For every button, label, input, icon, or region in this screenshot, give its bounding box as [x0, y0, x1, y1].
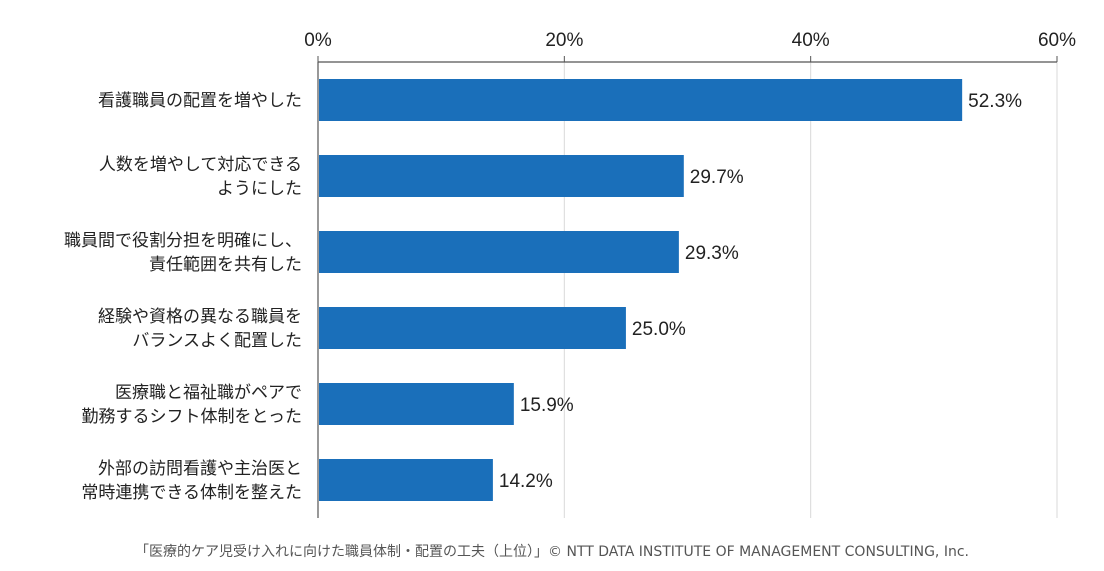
bar-value-label: 25.0% — [632, 319, 686, 340]
category-label-line: 医療職と福祉職がペアで — [115, 383, 302, 403]
x-tick-label: 0% — [304, 30, 332, 51]
category-label-line: 人数を増やして対応できる — [99, 155, 302, 175]
bar — [319, 79, 963, 121]
category-label: 医療職と福祉職がペアで勤務するシフト体制をとった — [82, 383, 303, 427]
category-label-line: バランスよく配置した — [132, 331, 302, 351]
category-label: 外部の訪問看護や主治医と常時連携できる体制を整えた — [81, 459, 302, 503]
category-label: 人数を増やして対応できるようにした — [99, 155, 302, 199]
x-tick-label: 20% — [545, 30, 583, 51]
bar — [319, 459, 493, 501]
category-label: 看護職員の配置を増やした — [98, 91, 302, 111]
bar — [319, 307, 626, 349]
category-label-line: ようにした — [217, 179, 302, 199]
category-label-line: 職員間で役割分担を明確にし、 — [64, 231, 302, 251]
bar-chart: 0% 20% 40% 60% 52.3% 看護職員の配置を増やした 29.7% 人数を増やして… — [64, 30, 1076, 518]
category-label-line: 看護職員の配置を増やした — [98, 91, 302, 111]
bar-value-label: 14.2% — [499, 471, 553, 492]
bar-value-label: 29.7% — [690, 167, 744, 188]
category-label-line: 経験や資格の異なる職員を — [98, 307, 302, 327]
category-label-line: 外部の訪問看護や主治医と — [98, 459, 302, 479]
bar — [319, 231, 679, 273]
bar-value-label: 29.3% — [685, 243, 739, 264]
category-label: 経験や資格の異なる職員をバランスよく配置した — [98, 307, 302, 351]
bar — [319, 383, 514, 425]
category-label-line: 勤務するシフト体制をとった — [82, 407, 303, 427]
chart-caption: 「医療的ケア児受け入れに向けた職員体制・配置の工夫（上位）」© NTT DATA… — [135, 544, 969, 560]
category-label-line: 常時連携できる体制を整えた — [81, 483, 302, 503]
bar — [319, 155, 684, 197]
x-tick-label: 60% — [1038, 30, 1076, 51]
category-label-line: 責任範囲を共有した — [149, 255, 302, 275]
x-tick-label: 40% — [792, 30, 830, 51]
category-label: 職員間で役割分担を明確にし、責任範囲を共有した — [64, 231, 302, 275]
bar-value-label: 15.9% — [520, 395, 574, 416]
bar-value-label: 52.3% — [968, 91, 1022, 112]
